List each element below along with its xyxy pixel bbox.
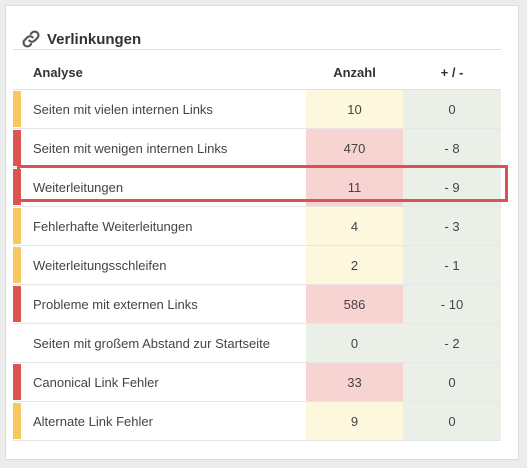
header-divider — [13, 49, 501, 50]
table-row[interactable]: Seiten mit wenigen internen Links 470- 8 — [13, 128, 501, 168]
severity-bar — [13, 130, 21, 166]
count-cell: 11 — [306, 167, 403, 207]
severity-bar — [13, 403, 21, 439]
analysis-link[interactable]: Fehlerhafte Weiterleitungen — [23, 206, 306, 246]
column-header-count[interactable]: Anzahl — [306, 55, 403, 90]
severity-indicator — [13, 323, 23, 363]
count-cell: 33 — [306, 362, 403, 402]
count-cell: 470 — [306, 128, 403, 168]
severity-bar — [13, 364, 21, 400]
delta-cell: - 9 — [403, 167, 501, 207]
link-icon — [22, 30, 40, 48]
delta-cell: - 2 — [403, 323, 501, 363]
count-cell: 9 — [306, 401, 403, 441]
count-cell: 2 — [306, 245, 403, 285]
severity-indicator — [13, 206, 23, 246]
analysis-link[interactable]: Alternate Link Fehler — [23, 401, 306, 441]
severity-bar — [13, 286, 21, 322]
count-cell: 10 — [306, 89, 403, 129]
table-row[interactable]: Fehlerhafte Weiterleitungen 4- 3 — [13, 206, 501, 246]
analysis-link[interactable]: Probleme mit externen Links — [23, 284, 306, 324]
analysis-link[interactable]: Seiten mit großem Abstand zur Startseite — [23, 323, 306, 363]
severity-indicator — [13, 362, 23, 402]
links-analysis-table: Analyse Anzahl + / - Seiten mit vielen i… — [13, 55, 501, 441]
delta-cell: 0 — [403, 401, 501, 441]
table-row[interactable]: Weiterleitungen 11- 9 — [13, 167, 501, 207]
table-row[interactable]: Alternate Link Fehler 9 0 — [13, 401, 501, 441]
delta-cell: 0 — [403, 362, 501, 402]
severity-bar — [13, 325, 21, 361]
severity-indicator — [13, 167, 23, 207]
table-row[interactable]: Seiten mit großem Abstand zur Startseite… — [13, 323, 501, 363]
table-header-row: Analyse Anzahl + / - — [13, 55, 501, 90]
table-row[interactable]: Weiterleitungsschleifen 2- 1 — [13, 245, 501, 285]
severity-indicator — [13, 89, 23, 129]
count-cell: 586 — [306, 284, 403, 324]
delta-cell: 0 — [403, 89, 501, 129]
widget-header: Verlinkungen — [21, 24, 141, 54]
table-row[interactable]: Probleme mit externen Links 586- 10 — [13, 284, 501, 324]
analysis-link[interactable]: Weiterleitungen — [23, 167, 306, 207]
column-header-delta[interactable]: + / - — [403, 55, 501, 90]
severity-indicator — [13, 284, 23, 324]
delta-cell: - 8 — [403, 128, 501, 168]
severity-indicator — [13, 245, 23, 285]
severity-indicator — [13, 401, 23, 441]
delta-cell: - 1 — [403, 245, 501, 285]
count-cell: 4 — [306, 206, 403, 246]
analysis-link[interactable]: Seiten mit wenigen internen Links — [23, 128, 306, 168]
analysis-link[interactable]: Weiterleitungsschleifen — [23, 245, 306, 285]
severity-indicator — [13, 128, 23, 168]
delta-cell: - 3 — [403, 206, 501, 246]
severity-bar — [13, 247, 21, 283]
analysis-link[interactable]: Seiten mit vielen internen Links — [23, 89, 306, 129]
severity-bar — [13, 91, 21, 127]
widget-title: Verlinkungen — [47, 30, 142, 48]
analysis-link[interactable]: Canonical Link Fehler — [23, 362, 306, 402]
column-header-analysis[interactable]: Analyse — [13, 55, 306, 90]
count-cell: 0 — [306, 323, 403, 363]
delta-cell: - 10 — [403, 284, 501, 324]
severity-bar — [13, 169, 21, 205]
table-row[interactable]: Canonical Link Fehler 33 0 — [13, 362, 501, 402]
table-row[interactable]: Seiten mit vielen internen Links 10 0 — [13, 89, 501, 129]
severity-bar — [13, 208, 21, 244]
